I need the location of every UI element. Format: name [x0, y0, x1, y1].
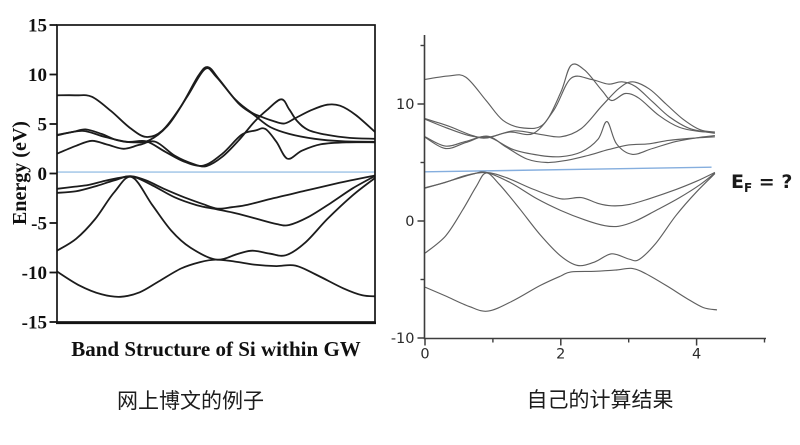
left-y-tick-label: 10	[28, 65, 47, 86]
left-y-tick-label: 5	[38, 115, 48, 136]
left-y-tick-label: -5	[31, 214, 47, 235]
left-plot-caption: 网上博文的例子	[117, 389, 264, 413]
fermi-annotation-question: = ?	[752, 171, 793, 193]
left-y-tick-label: -10	[22, 263, 47, 284]
right-band-curve-conduction-4	[424, 81, 715, 139]
right-x-tick-label: 4	[692, 347, 701, 363]
right-y-tick-label: 10	[396, 97, 414, 113]
left-band-curve-valence-1	[56, 174, 376, 210]
left-band-curve-valence-3	[56, 175, 376, 261]
right-band-curve-conduction-3	[424, 121, 715, 158]
right-band-curve-valence-3	[424, 172, 716, 267]
right-band-curve-conduction-1	[424, 63, 715, 133]
right-y-tick-label: -10	[391, 331, 415, 347]
right-y-tick-label: 0	[405, 214, 414, 230]
left-plot-y-axis-label: Energy (eV)	[9, 121, 31, 225]
left-band-curve-conduction-4	[56, 127, 376, 167]
fermi-annotation-subscript: F	[743, 181, 753, 195]
right-x-tick-label: 2	[556, 347, 565, 363]
right-plot-caption: 自己的计算结果	[526, 388, 674, 412]
right-band-curve-valence-4	[424, 267, 718, 312]
right-band-curve-conduction-2	[424, 75, 716, 139]
left-plot-title: Band Structure of Si within GW	[71, 337, 361, 361]
right-band-curve-valence-2	[424, 171, 716, 228]
left-plot-frame	[56, 24, 376, 323]
left-band-curve-conduction-3	[56, 98, 376, 168]
left-y-tick-label: -15	[22, 313, 47, 334]
right-x-tick-label: 0	[420, 347, 429, 363]
fermi-level-line-right	[424, 166, 712, 173]
left-y-tick-label: 15	[28, 16, 47, 37]
left-y-tick-label: 0	[38, 164, 48, 185]
left-band-curve-valence-4	[56, 258, 376, 298]
left-band-curve-valence-2	[56, 175, 376, 227]
left-band-curve-conduction-1	[56, 66, 376, 143]
right-band-curve-conduction-5	[424, 135, 715, 164]
fermi-level-annotation: EF = ?	[731, 171, 792, 195]
fermi-annotation-symbol: E	[731, 171, 744, 193]
